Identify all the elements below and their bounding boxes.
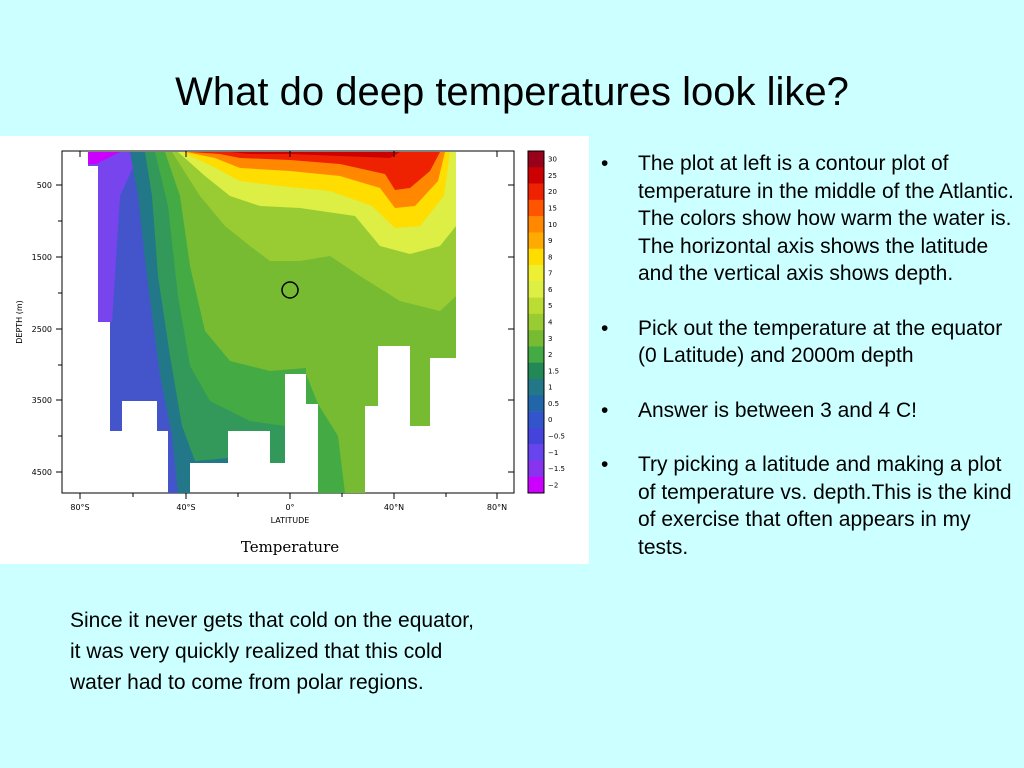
colorbar-label: 25: [548, 172, 557, 180]
x-tick-label: 40°S: [176, 503, 195, 512]
bullet-dot: •: [601, 152, 609, 175]
y-tick-label: 4500: [32, 468, 52, 477]
y-axis-label: DEPTH (m): [15, 300, 24, 344]
colorbar-swatch: [528, 379, 544, 396]
colorbar-label: 2: [548, 351, 552, 359]
colorbar-label: −0.5: [548, 433, 565, 441]
bullet-text: Answer is between 3 and 4 C!: [638, 398, 917, 422]
colorbar-swatch: [528, 199, 544, 217]
colorbar-label: 1: [548, 384, 552, 392]
colorbar-label: 30: [548, 156, 557, 164]
colorbar-label: 5: [548, 302, 552, 310]
y-tick-label: 2500: [32, 325, 52, 334]
plot-caption: Temperature: [241, 538, 339, 556]
x-tick-label: 80°N: [487, 503, 507, 512]
circle-marker-icon: [281, 281, 299, 299]
x-tick-label: 40°N: [384, 503, 404, 512]
colorbar-label: 0.5: [548, 400, 559, 408]
colorbar-label: 0: [548, 416, 552, 424]
contour-red: [190, 152, 440, 190]
colorbar-label: 4: [548, 319, 553, 327]
colorbar-label: −1.5: [548, 465, 565, 473]
colorbar-swatch: [528, 444, 544, 461]
colorbar-label: 8: [548, 253, 552, 261]
bullet-item: • The plot at left is a contour plot of t…: [596, 150, 1020, 288]
colorbar-swatch: [528, 248, 544, 266]
colorbar-swatch: [528, 330, 544, 347]
bullet-text: The plot at left is a contour plot of te…: [638, 152, 1014, 285]
bullet-list: • The plot at left is a contour plot of t…: [596, 150, 1020, 588]
y-tick-label: 3500: [32, 396, 52, 405]
colorbar-swatch: [528, 427, 544, 445]
colorbar-swatch: [528, 411, 544, 429]
colorbar-label: −2: [548, 481, 558, 489]
slide-title: What do deep temperatures look like?: [175, 70, 849, 114]
colorbar-label: 9: [548, 237, 552, 245]
bullet-item: • Answer is between 3 and 4 C!: [596, 397, 1020, 425]
colorbar-swatch: [528, 265, 544, 282]
colorbar-swatch: [528, 216, 544, 233]
bullet-dot: •: [601, 316, 609, 340]
bullet-text: Pick out the temperature at the equator …: [638, 316, 1003, 368]
colorbar-swatch: [528, 297, 544, 315]
x-axis-label: LATITUDE: [271, 516, 310, 525]
colorbar-swatch: [528, 362, 544, 380]
contour-purple-south: [88, 152, 140, 322]
bullet-text: Try picking a latitude and making a plot…: [638, 453, 1012, 559]
contour-darkred: [230, 152, 400, 158]
bullet-dot: •: [601, 398, 609, 422]
colorbar-swatch: [528, 167, 544, 184]
colorbar-frame: [527, 150, 545, 494]
explanation-note: Since it never gets that cold on the equ…: [70, 609, 474, 694]
colorbar-swatch: [528, 476, 544, 494]
colorbar: 30 25 20 15 10 9 8 7 6 5 4 3 2 1.5 1 0.5 0 −0.5 −1 −1.5 −2: [527, 150, 565, 494]
y-axis: 500 1500 2500 3500 4500 DEPTH (m): [15, 181, 514, 477]
colorbar-label: 20: [548, 188, 557, 196]
colorbar-swatch: [528, 151, 544, 168]
colorbar-swatch: [528, 313, 544, 331]
bullet-item: • Try picking a latitude and making a plo…: [596, 451, 1020, 561]
colorbar-label: 6: [548, 286, 553, 294]
x-tick-label: 80°S: [70, 503, 89, 512]
colorbar-label: 1.5: [548, 367, 559, 375]
y-tick-label: 1500: [32, 253, 52, 262]
x-axis: 80°S 40°S 0° 40°N 80°N LATITUDE: [70, 151, 507, 525]
colorbar-label: 7: [548, 270, 552, 278]
contour-fills: [88, 152, 456, 493]
contour-plot: 500 1500 2500 3500 4500 DEPTH (m) 80°S 4…: [15, 150, 565, 556]
y-tick-label: 500: [37, 181, 52, 190]
colorbar-label: −1: [548, 449, 558, 457]
colorbar-swatch: [528, 183, 544, 201]
colorbar-swatch: [528, 346, 544, 364]
contour-purple-edge: [88, 152, 120, 164]
contour-plot-panel: 500 1500 2500 3500 4500 DEPTH (m) 80°S 4…: [0, 136, 589, 564]
colorbar-swatch: [528, 460, 544, 478]
x-tick-label: 0°: [285, 503, 294, 512]
colorbar-swatch: [528, 232, 544, 250]
colorbar-label: 3: [548, 335, 552, 343]
colorbar-label: 15: [548, 205, 557, 213]
bullet-item: • Pick out the temperature at the equator…: [596, 315, 1020, 370]
bullet-dot: •: [601, 453, 609, 476]
colorbar-swatch: [528, 281, 544, 298]
colorbar-swatch: [528, 395, 544, 412]
colorbar-label: 10: [548, 221, 557, 229]
